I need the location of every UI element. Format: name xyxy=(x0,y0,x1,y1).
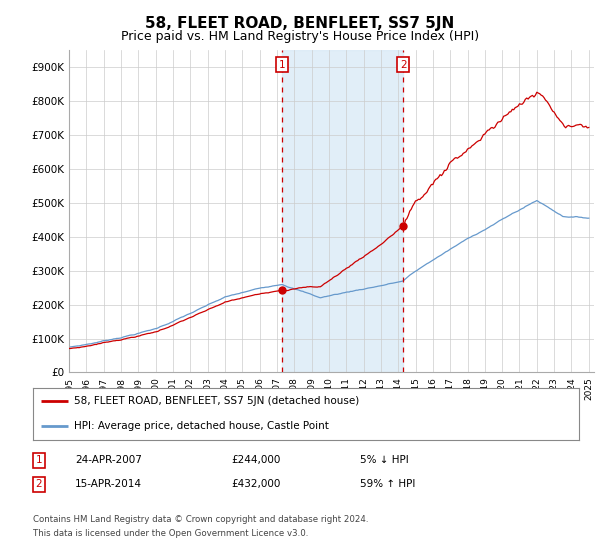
Text: £244,000: £244,000 xyxy=(231,455,280,465)
Text: 59% ↑ HPI: 59% ↑ HPI xyxy=(360,479,415,489)
Text: Contains HM Land Registry data © Crown copyright and database right 2024.: Contains HM Land Registry data © Crown c… xyxy=(33,515,368,524)
Text: 1: 1 xyxy=(279,60,286,70)
Text: HPI: Average price, detached house, Castle Point: HPI: Average price, detached house, Cast… xyxy=(74,421,329,431)
Text: 2: 2 xyxy=(35,479,43,489)
Text: 2: 2 xyxy=(400,60,407,70)
Text: 24-APR-2007: 24-APR-2007 xyxy=(75,455,142,465)
Text: Price paid vs. HM Land Registry's House Price Index (HPI): Price paid vs. HM Land Registry's House … xyxy=(121,30,479,43)
Bar xyxy=(282,50,403,372)
Text: 5% ↓ HPI: 5% ↓ HPI xyxy=(360,455,409,465)
Text: £432,000: £432,000 xyxy=(231,479,280,489)
Text: This data is licensed under the Open Government Licence v3.0.: This data is licensed under the Open Gov… xyxy=(33,530,308,539)
Text: 58, FLEET ROAD, BENFLEET, SS7 5JN (detached house): 58, FLEET ROAD, BENFLEET, SS7 5JN (detac… xyxy=(74,396,359,407)
Text: 1: 1 xyxy=(35,455,43,465)
Text: 58, FLEET ROAD, BENFLEET, SS7 5JN: 58, FLEET ROAD, BENFLEET, SS7 5JN xyxy=(145,16,455,31)
Text: 15-APR-2014: 15-APR-2014 xyxy=(75,479,142,489)
